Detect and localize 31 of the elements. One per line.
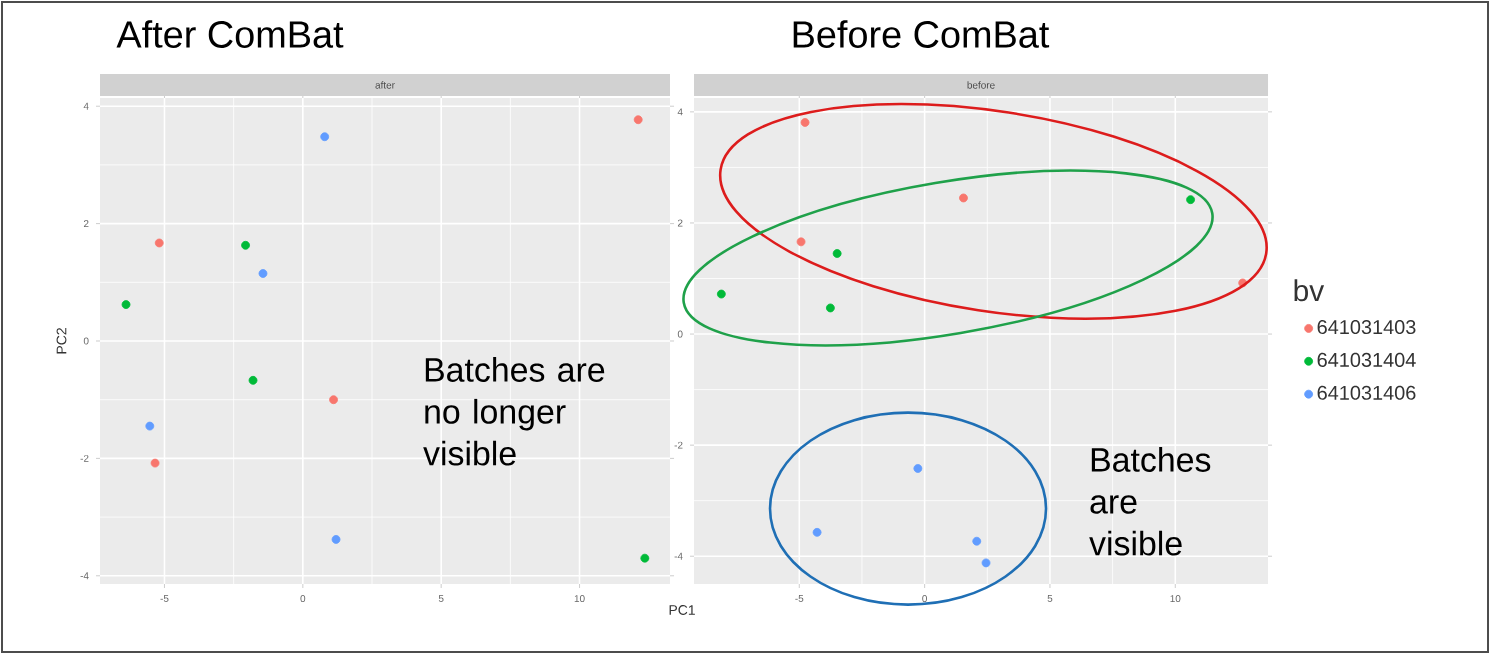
point	[812, 527, 822, 537]
point	[633, 115, 643, 125]
legend-title: bv	[1294, 279, 1325, 302]
chart-title: After ComBat	[116, 20, 344, 48]
point	[972, 536, 982, 546]
point	[331, 534, 341, 544]
point	[640, 553, 650, 563]
annotation: Batches are visible	[1089, 447, 1211, 556]
point	[154, 238, 164, 248]
legend-label: 641031403	[1317, 319, 1416, 335]
point	[716, 289, 726, 299]
point	[329, 395, 338, 405]
point	[913, 464, 923, 473]
point	[1186, 195, 1195, 205]
point	[320, 132, 330, 142]
point	[959, 193, 968, 203]
point	[145, 421, 155, 431]
point	[248, 375, 258, 385]
point	[981, 558, 991, 568]
point	[121, 300, 131, 309]
legend-label: 641031404	[1317, 352, 1416, 367]
point	[800, 118, 810, 127]
point	[796, 237, 806, 247]
point	[825, 303, 835, 313]
point	[258, 269, 268, 278]
point	[832, 249, 842, 258]
chart-title: Before ComBat	[793, 20, 1050, 48]
point	[241, 240, 250, 250]
point	[150, 458, 160, 468]
annotation: Batches are no longer visible	[423, 357, 605, 466]
legend-label: 641031406	[1317, 385, 1416, 400]
